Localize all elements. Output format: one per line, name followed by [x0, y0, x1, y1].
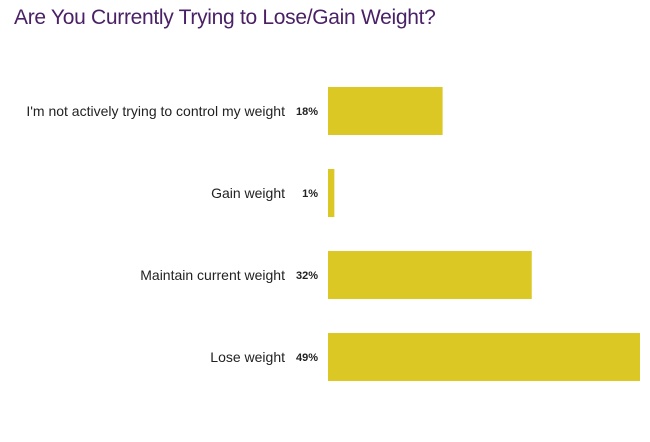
category-label: I'm not actively trying to control my we…	[26, 103, 285, 119]
value-label: 32%	[296, 270, 318, 282]
bar-2	[328, 169, 335, 217]
value-label: 1%	[302, 188, 318, 200]
category-label: Lose weight	[210, 349, 285, 365]
value-label: 49%	[296, 352, 318, 364]
category-label: Maintain current weight	[140, 267, 285, 283]
chart-title: Are You Currently Trying to Lose/Gain We…	[14, 6, 436, 29]
bar-3	[328, 251, 532, 299]
bar-1	[328, 87, 443, 135]
bar-4	[328, 333, 640, 381]
category-label: Gain weight	[211, 185, 285, 201]
value-label: 18%	[296, 106, 318, 118]
